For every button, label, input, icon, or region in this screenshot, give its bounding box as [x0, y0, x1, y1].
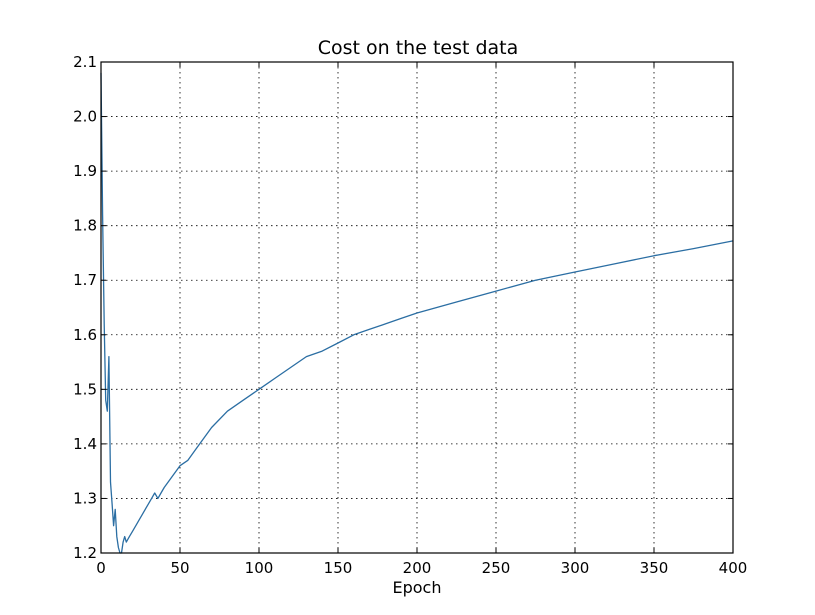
- x-tick-label: 200: [403, 559, 432, 577]
- x-tick-label: 150: [324, 559, 353, 577]
- series-layer: [100, 72, 734, 554]
- y-tick-label: 1.2: [73, 544, 97, 562]
- y-tick-label: 1.4: [73, 435, 97, 453]
- tick-label-layer: 0 50 100 150 200 250 300 350 400 1.2 1.3 1.4 1.5 1.6 1…: [73, 53, 747, 577]
- y-tick-label: 1.6: [73, 326, 97, 344]
- y-tick-label: 2.0: [73, 108, 97, 126]
- series-line: [100, 72, 734, 554]
- chart-title: Cost on the test data: [318, 37, 519, 59]
- y-tick-label: 1.5: [73, 380, 97, 398]
- y-tick-label: 1.7: [73, 271, 97, 289]
- x-axis-label: Epoch: [393, 578, 442, 597]
- tick-layer: [100, 61, 734, 554]
- y-tick-label: 1.9: [73, 162, 97, 180]
- grid-layer: [100, 61, 734, 554]
- x-tick-label: 50: [170, 559, 189, 577]
- x-tick-label: 350: [640, 559, 669, 577]
- x-tick-label: 300: [561, 559, 590, 577]
- x-tick-label: 0: [96, 559, 106, 577]
- x-tick-label: 100: [245, 559, 274, 577]
- y-tick-label: 2.1: [73, 53, 97, 71]
- y-tick-label: 1.8: [73, 217, 97, 235]
- y-tick-label: 1.3: [73, 489, 97, 507]
- x-tick-label: 400: [719, 559, 748, 577]
- x-tick-label: 250: [482, 559, 511, 577]
